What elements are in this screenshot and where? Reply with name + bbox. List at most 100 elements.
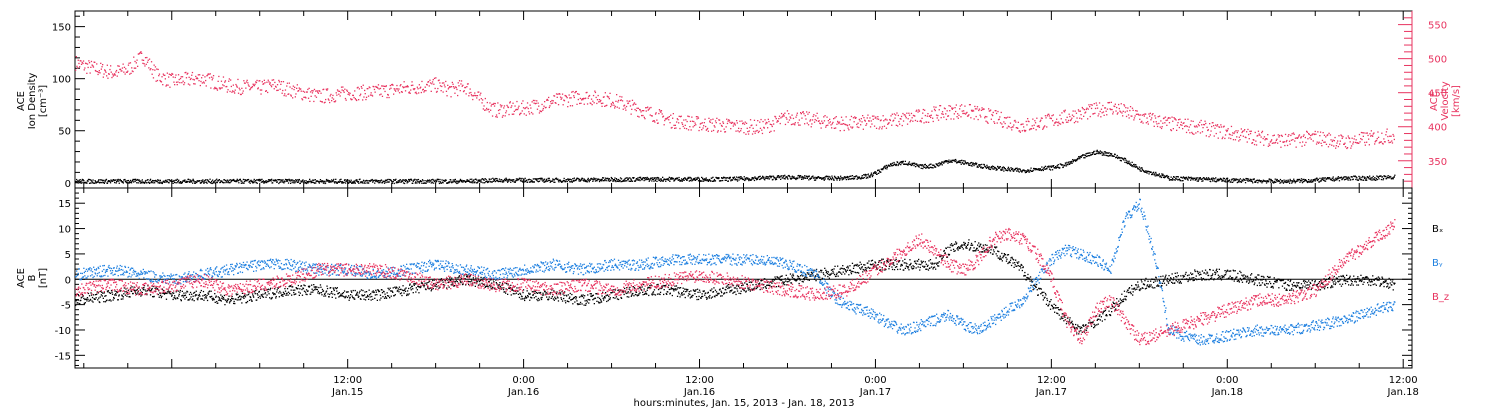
velocity-point: [871, 123, 873, 125]
density-point: [1209, 178, 1211, 180]
velocity-point: [138, 53, 140, 55]
velocity-point: [1320, 142, 1322, 144]
velocity-point: [535, 102, 537, 104]
density-point: [581, 177, 584, 180]
density-point: [303, 180, 306, 182]
velocity-point: [1351, 137, 1353, 139]
density-point: [807, 176, 809, 178]
density-point: [852, 178, 855, 180]
velocity-point: [1019, 130, 1021, 132]
density-point: [545, 180, 547, 182]
density-point: [815, 177, 817, 180]
density-point: [611, 177, 613, 180]
density-point: [385, 179, 388, 182]
velocity-point: [164, 74, 166, 76]
velocity-point: [1021, 123, 1023, 125]
density-point: [206, 179, 209, 181]
density-point: [358, 182, 360, 184]
density-point: [333, 181, 335, 183]
density-point: [1014, 168, 1016, 171]
density-point: [681, 178, 683, 180]
density-point: [1145, 170, 1147, 172]
velocity-point: [375, 86, 378, 88]
velocity-point: [968, 104, 971, 106]
density-point: [296, 180, 298, 182]
velocity-point: [920, 119, 922, 122]
velocity-point: [827, 120, 829, 122]
velocity-point: [668, 119, 670, 121]
density-point: [242, 178, 245, 181]
density-point: [941, 161, 943, 163]
density-point: [1174, 179, 1176, 181]
density-point: [515, 178, 518, 180]
density-point: [530, 181, 532, 183]
bx-point: [107, 291, 109, 293]
velocity-point: [1249, 132, 1252, 135]
velocity-point: [453, 87, 455, 89]
density-point: [1031, 170, 1034, 172]
density-point: [560, 180, 562, 183]
density-point: [1187, 179, 1189, 181]
velocity-point: [822, 122, 824, 124]
velocity-point: [118, 65, 120, 67]
velocity-point: [1130, 115, 1132, 117]
density-point: [1268, 181, 1270, 183]
velocity-point: [463, 90, 465, 92]
velocity-point: [808, 111, 810, 114]
density-point: [1088, 152, 1090, 154]
bx-point: [96, 291, 98, 293]
density-point: [692, 179, 694, 181]
bx-series: [75, 239, 1396, 335]
density-point: [229, 182, 231, 184]
velocity-point: [1169, 117, 1171, 119]
density-point: [1087, 152, 1089, 154]
velocity-point: [697, 117, 700, 119]
velocity-point: [764, 119, 766, 121]
velocity-point: [786, 110, 789, 112]
bx-point: [85, 298, 88, 300]
density-point: [969, 163, 971, 165]
density-point: [924, 163, 926, 166]
density-point: [878, 169, 880, 171]
density-point: [708, 179, 710, 181]
velocity-point: [596, 102, 598, 105]
bx-point: [84, 298, 86, 301]
velocity-point: [719, 122, 721, 125]
velocity-point: [1232, 132, 1234, 134]
velocity-point: [381, 95, 384, 97]
density-point: [902, 162, 904, 164]
velocity-point: [135, 67, 137, 69]
density-point: [948, 159, 950, 161]
imf-y-tick-label: 15: [58, 199, 71, 210]
density-point: [1122, 158, 1125, 160]
density-point: [866, 174, 868, 176]
velocity-point: [301, 98, 303, 100]
velocity-point: [235, 83, 237, 86]
velocity-point: [1230, 125, 1233, 128]
velocity-point: [780, 117, 782, 119]
bx-point: [150, 290, 152, 292]
velocity-point: [1260, 136, 1262, 138]
velocity-point: [1115, 110, 1117, 112]
velocity-point: [1374, 143, 1376, 145]
density-point: [150, 182, 152, 184]
density-point: [1021, 171, 1023, 173]
density-point: [1109, 152, 1112, 155]
density-point: [403, 182, 406, 185]
velocity-point: [201, 77, 203, 79]
density-point: [1084, 155, 1087, 157]
velocity-point: [1327, 146, 1330, 148]
density-point: [122, 182, 124, 184]
velocity-point: [327, 98, 329, 100]
velocity-point: [346, 90, 349, 92]
bx-point: [142, 289, 144, 291]
density-point: [613, 180, 615, 182]
density-point: [629, 177, 631, 179]
density-point: [206, 182, 208, 184]
velocity-point: [609, 92, 611, 94]
imf-y-tick-label: 5: [65, 250, 71, 261]
density-point: [466, 180, 468, 182]
velocity-point: [902, 112, 904, 115]
density-point: [722, 177, 724, 179]
density-point: [1233, 180, 1235, 182]
